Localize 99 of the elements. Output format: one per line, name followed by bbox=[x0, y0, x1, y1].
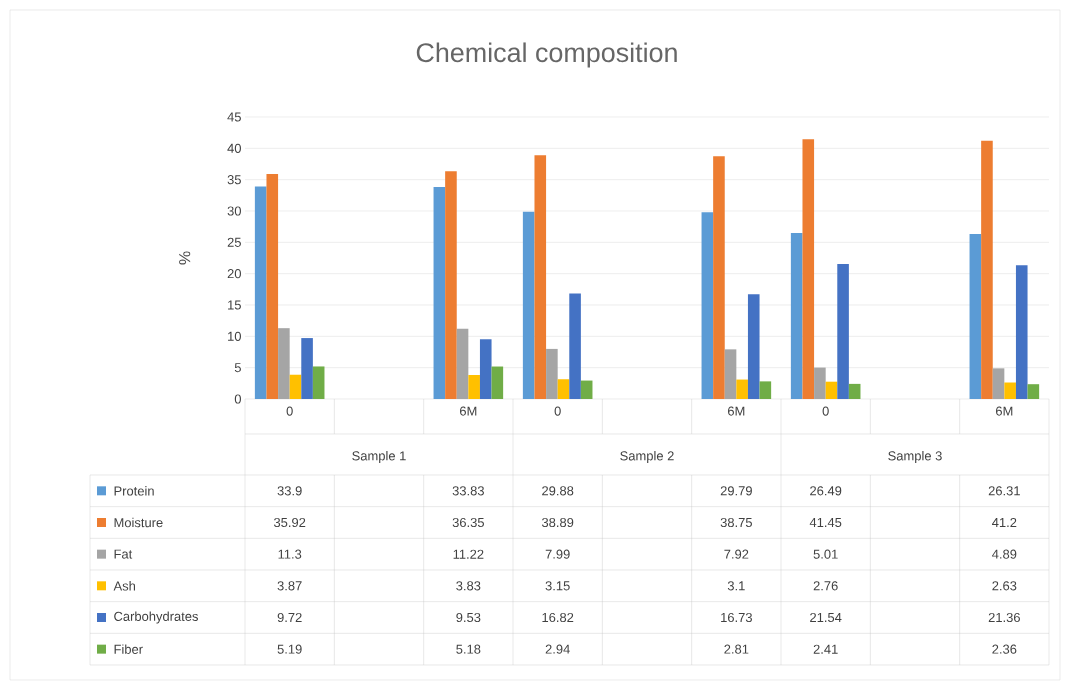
data-label: 29.88 bbox=[542, 486, 574, 496]
bar bbox=[445, 171, 457, 399]
x-tick-label: 0 bbox=[286, 406, 293, 416]
bar bbox=[1027, 384, 1040, 399]
y-tick-label: 30 bbox=[227, 206, 241, 216]
y-tick-label: 45 bbox=[227, 112, 241, 122]
bar bbox=[456, 328, 469, 399]
data-label: 9.53 bbox=[456, 612, 481, 623]
data-label: 26.31 bbox=[988, 486, 1020, 496]
data-label: 21.54 bbox=[810, 612, 842, 623]
data-label: 2.94 bbox=[545, 644, 570, 654]
bar bbox=[848, 383, 861, 399]
data-label: 3.1 bbox=[727, 581, 745, 591]
data-label: 41.45 bbox=[809, 517, 842, 527]
data-label: 33.83 bbox=[452, 486, 484, 496]
bar bbox=[569, 293, 581, 399]
bar bbox=[546, 348, 558, 399]
data-label: 5.01 bbox=[813, 549, 838, 559]
data-label: 33.9 bbox=[277, 486, 302, 496]
data-label: 5.19 bbox=[277, 644, 302, 654]
y-tick-label: 15 bbox=[228, 300, 241, 310]
legend-label: Fat bbox=[114, 549, 133, 559]
data-label: 2.76 bbox=[813, 581, 838, 591]
bar bbox=[759, 381, 772, 399]
legend-label: Moisture bbox=[114, 517, 163, 528]
bar bbox=[992, 368, 1005, 399]
y-tick-label: 0 bbox=[234, 394, 241, 404]
x-tick-label: 6M bbox=[996, 406, 1013, 416]
text: Sample 1 bbox=[352, 450, 406, 464]
data-label: 7.99 bbox=[545, 549, 570, 559]
bar bbox=[713, 156, 725, 399]
y-tick-label: 40 bbox=[227, 143, 241, 153]
bar bbox=[433, 186, 446, 399]
data-label: 29.79 bbox=[720, 486, 752, 496]
bar bbox=[278, 328, 290, 399]
data-label: 11.3 bbox=[278, 549, 302, 559]
bar bbox=[736, 379, 748, 399]
bar bbox=[580, 380, 593, 399]
chart-title: Chemical composition bbox=[416, 42, 677, 68]
data-label: 2.41 bbox=[813, 644, 838, 654]
bar bbox=[1004, 382, 1016, 399]
y-tick-label: 35 bbox=[227, 175, 241, 185]
legend-label: Protein bbox=[114, 486, 154, 496]
data-label: 26.49 bbox=[810, 486, 842, 496]
bar bbox=[266, 173, 279, 399]
bar bbox=[969, 234, 982, 399]
text: Sample 2 bbox=[620, 450, 674, 464]
bar bbox=[724, 349, 737, 399]
bar bbox=[981, 140, 993, 399]
x-tick-label: 6M bbox=[460, 406, 477, 416]
data-label: 11.22 bbox=[453, 549, 484, 559]
legend-label: Fiber bbox=[114, 644, 143, 654]
bar bbox=[814, 367, 826, 399]
text: Sample 3 bbox=[888, 450, 942, 464]
bar bbox=[479, 339, 492, 399]
bar bbox=[491, 366, 504, 399]
bar bbox=[701, 212, 714, 399]
x-tick-label: 0 bbox=[554, 406, 561, 416]
data-label: 38.89 bbox=[541, 517, 574, 528]
data-label: 7.92 bbox=[724, 549, 749, 559]
x-tick-label: 0 bbox=[822, 406, 829, 416]
y-tick-label: 5 bbox=[234, 363, 241, 373]
data-label: 41.2 bbox=[992, 517, 1017, 528]
x-tick-label: 6M bbox=[728, 406, 745, 416]
data-label: 3.83 bbox=[456, 581, 481, 591]
legend-label: Carbohydrates bbox=[114, 611, 198, 624]
bar bbox=[254, 186, 267, 399]
bar bbox=[747, 294, 760, 399]
data-label: 5.18 bbox=[456, 644, 481, 654]
data-label: 2.81 bbox=[724, 644, 749, 654]
bar bbox=[301, 338, 313, 399]
data-label: 2.63 bbox=[992, 581, 1017, 591]
data-label: 4.89 bbox=[992, 549, 1017, 559]
bar bbox=[522, 211, 535, 399]
legend-label: Ash bbox=[113, 581, 135, 591]
data-label: 16.82 bbox=[542, 612, 574, 623]
data-label: 35.92 bbox=[273, 517, 306, 528]
bar bbox=[557, 379, 570, 399]
bar bbox=[312, 366, 325, 399]
data-label: 21.36 bbox=[988, 612, 1020, 623]
bar bbox=[534, 155, 547, 399]
bar bbox=[790, 232, 803, 399]
data-label: 16.73 bbox=[721, 612, 752, 623]
bar bbox=[825, 381, 838, 399]
data-label: 2.36 bbox=[992, 644, 1017, 654]
bar bbox=[468, 374, 480, 399]
data-label: 3.15 bbox=[545, 581, 570, 591]
y-axis-title: % bbox=[179, 251, 191, 265]
data-label: 36.35 bbox=[452, 517, 484, 528]
y-tick-label: 10 bbox=[228, 331, 241, 341]
bar bbox=[802, 139, 815, 399]
y-tick-label: 20 bbox=[227, 269, 241, 279]
data-label: 9.72 bbox=[277, 612, 302, 623]
y-tick-label: 25 bbox=[227, 237, 241, 247]
bar bbox=[837, 264, 849, 399]
bar bbox=[289, 374, 302, 399]
data-label: 38.75 bbox=[720, 517, 752, 528]
data-label: 3.87 bbox=[277, 581, 302, 591]
bar bbox=[1015, 265, 1028, 399]
